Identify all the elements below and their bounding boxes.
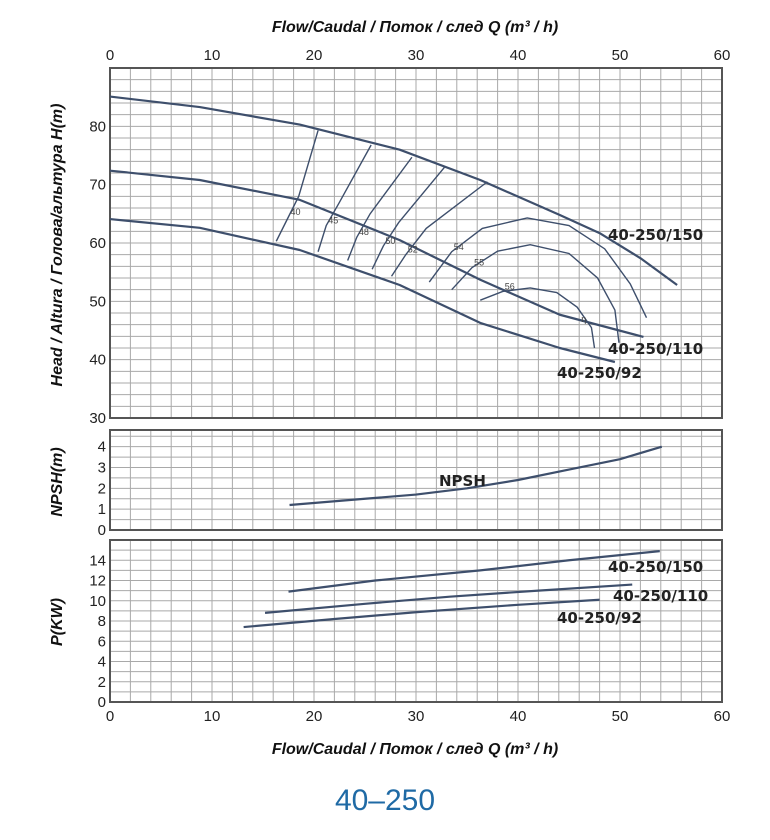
y-tick-label: 4 <box>98 654 106 671</box>
efficiency-curve-45 <box>317 144 372 252</box>
bottom-x-tick-label: 0 <box>106 708 114 725</box>
head-label-110: 40-250/110 <box>608 340 703 358</box>
top-x-tick-label: 30 <box>408 47 425 64</box>
y-tick-label: 50 <box>89 293 106 310</box>
curve-40-250-110 <box>264 583 633 614</box>
plot-frame <box>109 429 723 531</box>
power-panel: 0 2 4 6 8 10 12 14 <box>89 539 723 711</box>
efficiency-curve-55 <box>451 244 620 343</box>
npsh-y-axis-title: NPSH(m) <box>49 447 66 516</box>
y-tick-label: 1 <box>98 501 106 518</box>
bottom-x-axis-title: Flow/Caudal / Поток / след Q (m³ / h) <box>272 741 558 758</box>
bottom-x-tick-label: 50 <box>612 708 629 725</box>
bottom-x-tick-label: 40 <box>510 708 527 725</box>
bottom-x-tick-label: 60 <box>714 708 731 725</box>
power-label-110: 40-250/110 <box>613 587 708 605</box>
efficiency-curve-48 <box>347 156 413 261</box>
top-x-tick-label: 60 <box>714 47 731 64</box>
efficiency-label: 52 <box>408 245 418 255</box>
top-x-axis-title: Flow/Caudal / Поток / след Q (m³ / h) <box>272 19 558 36</box>
efficiency-curve-40 <box>275 130 319 242</box>
bottom-x-tick-label: 10 <box>204 708 221 725</box>
curve-40-250-92 <box>243 598 600 629</box>
efficiency-label: 56 <box>505 281 515 291</box>
power-y-axis-title: P(KW) <box>49 598 66 646</box>
efficiency-curve-52 <box>390 181 488 277</box>
curve-40-250-150 <box>109 95 678 286</box>
model-caption: 40–250 <box>334 784 436 817</box>
y-tick-label: 40 <box>89 352 106 369</box>
y-tick-label: 8 <box>98 613 106 630</box>
y-tick-label: 30 <box>89 410 106 427</box>
efficiency-label: 50 <box>385 236 395 246</box>
y-tick-label: 4 <box>98 439 106 456</box>
head-label-92: 40-250/92 <box>557 364 642 382</box>
head-panel: 30 40 50 60 70 80 40 45 48 50 52 54 55 56 η <box>89 67 723 427</box>
y-tick-label: 10 <box>89 593 106 610</box>
npsh-panel: 0 1 2 3 4 <box>98 429 723 539</box>
y-tick-label: 60 <box>89 235 106 252</box>
npsh-label: NPSH <box>439 472 486 490</box>
efficiency-label: 55 <box>474 258 484 268</box>
efficiency-curve-50 <box>371 166 446 270</box>
top-x-tick-label: 20 <box>306 47 323 64</box>
y-tick-label: 14 <box>89 552 106 569</box>
bottom-x-tick-label: 20 <box>306 708 323 725</box>
y-tick-label: 70 <box>89 177 106 194</box>
y-tick-label: 6 <box>98 633 106 650</box>
efficiency-curve-56 <box>480 287 596 349</box>
y-tick-label: 3 <box>98 460 106 477</box>
efficiency-curve-54 <box>428 217 648 318</box>
head-y-axis-title: Head / Altura / Голова/альтура H(m) <box>49 104 66 387</box>
plot-frame <box>109 539 723 703</box>
y-tick-label: 2 <box>98 480 106 497</box>
efficiency-label: 40 <box>291 207 301 217</box>
efficiency-label: 45 <box>328 216 338 226</box>
y-tick-label: 2 <box>98 674 106 691</box>
curve-npsh <box>289 445 663 507</box>
curve-40-250-150 <box>288 550 660 593</box>
y-tick-label: 80 <box>89 118 106 135</box>
curve-40-250-110 <box>109 169 644 338</box>
y-tick-label: 0 <box>98 694 106 711</box>
y-tick-label: 12 <box>89 573 106 590</box>
efficiency-label: 48 <box>359 227 369 237</box>
y-tick-label: 0 <box>98 522 106 539</box>
top-x-tick-label: 10 <box>204 47 221 64</box>
power-label-150: 40-250/150 <box>608 558 703 576</box>
bottom-x-tick-label: 30 <box>408 708 425 725</box>
head-label-150: 40-250/150 <box>608 226 703 244</box>
power-label-92: 40-250/92 <box>557 609 642 627</box>
plot-frame <box>109 67 723 419</box>
top-x-tick-label: 50 <box>612 47 629 64</box>
efficiency-label: 54 <box>454 242 464 252</box>
efficiency-symbol: η <box>581 314 586 324</box>
top-x-tick-label: 40 <box>510 47 527 64</box>
curve-40-250-92 <box>109 217 616 364</box>
top-x-tick-label: 0 <box>106 47 114 64</box>
